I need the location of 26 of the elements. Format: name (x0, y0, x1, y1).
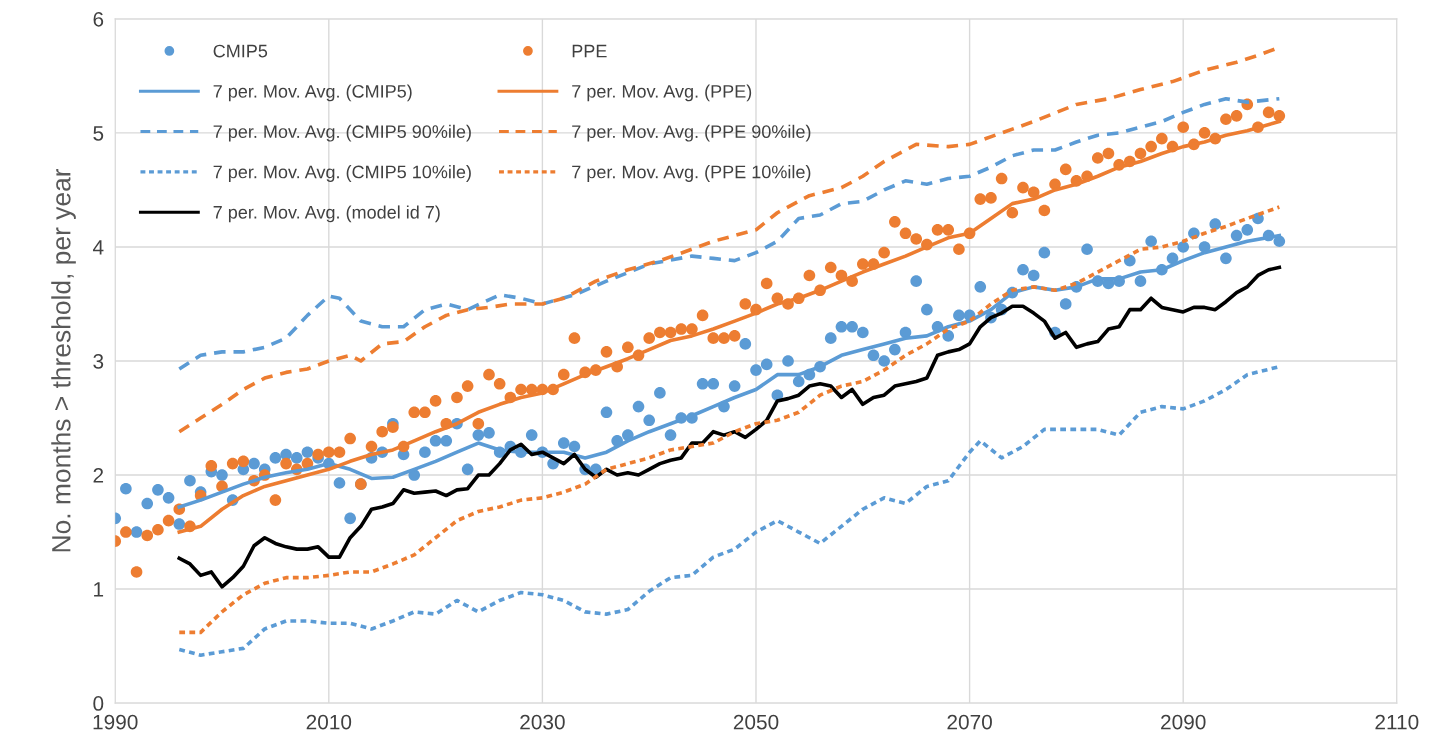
legend-label: 7 per. Mov. Avg. (CMIP5 10%ile) (213, 165, 471, 182)
y-tick-label: 5 (93, 126, 104, 141)
x-tick-label: 2090 (1161, 714, 1206, 730)
line-series (177, 265, 1282, 589)
legend-label: CMIP5 (213, 44, 268, 58)
y-tick-label: 4 (92, 240, 104, 255)
x-tick-label: 2050 (733, 714, 779, 730)
x-tick-label: 2070 (947, 714, 992, 730)
x-tick-label: 2110 (1375, 714, 1419, 730)
y-tick-label: 1 (94, 582, 104, 597)
x-tick-label: 2010 (306, 714, 352, 730)
y-tick-label: 2 (93, 468, 104, 483)
y-tick-label: 0 (93, 696, 104, 711)
legend-label: 7 per. Mov. Avg. (PPE 90%ile) (572, 124, 811, 142)
legend-label: PPE (572, 44, 607, 58)
legend-label: 7 per. Mov. Avg. (CMIP5 90%ile) (213, 124, 471, 142)
y-tick-label: 6 (93, 11, 104, 27)
x-tick-label: 1990 (93, 714, 138, 730)
y-tick-label: 3 (93, 353, 104, 369)
legend-label: 7 per. Mov. Avg. (CMIP5) (213, 84, 412, 102)
legend-label: 7 per. Mov. Avg. (PPE 10%ile) (572, 165, 811, 182)
line-series (177, 205, 1282, 635)
x-tick-label: 2030 (520, 714, 565, 730)
y-axis-title: No. months > threshold, per year (51, 168, 76, 552)
legend-label: 7 per. Mov. Avg. (PPE) (572, 84, 752, 102)
legend-label: 7 per. Mov. Avg. (model id 7) (213, 205, 440, 223)
